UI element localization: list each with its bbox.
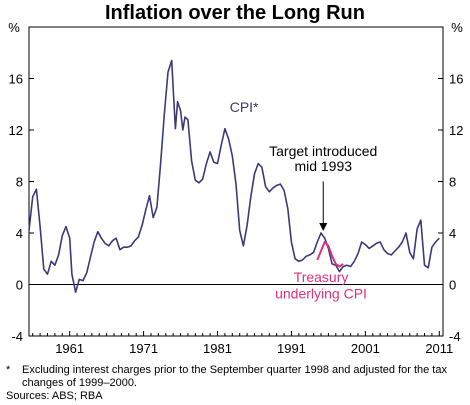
- annotation-treasury-line1: Treasury: [294, 269, 349, 285]
- x-tick-label: 2001: [351, 341, 380, 356]
- treasury-underlying-cpi-line: [316, 241, 344, 268]
- y-axis-label-left: %: [8, 20, 20, 35]
- x-tick-label: 1991: [277, 341, 306, 356]
- annotation-cpi: CPI*: [230, 99, 259, 115]
- chart-title: Inflation over the Long Run: [105, 2, 365, 24]
- footnote-text: Excluding interest charges prior to the …: [22, 364, 447, 389]
- y-tick-label-left: 8: [16, 175, 23, 190]
- y-tick-label-right: 12: [449, 123, 463, 138]
- y-tick-label-right: -4: [449, 329, 461, 344]
- annotation-treasury-line2: underlying CPI: [275, 286, 367, 302]
- x-tick-label: 1961: [55, 341, 84, 356]
- footnote-sources: Sources: ABS; RBA: [6, 390, 103, 402]
- x-tick-label: 1981: [203, 341, 232, 356]
- y-tick-label-right: 8: [449, 175, 456, 190]
- x-tick-label: 2011: [425, 341, 453, 356]
- y-tick-label-left: 12: [9, 123, 23, 138]
- annotation-target-line1: Target introduced: [269, 143, 377, 159]
- y-tick-label-left: 4: [16, 226, 23, 241]
- cpi-series-line: [28, 59, 440, 293]
- y-tick-label-left: -4: [11, 329, 23, 344]
- x-tick-label: 1971: [129, 341, 158, 356]
- y-tick-label-right: 0: [449, 278, 456, 293]
- y-tick-label-left: 16: [9, 72, 23, 87]
- y-axis-label-right: %: [451, 20, 463, 35]
- annotation-target-line2: mid 1993: [294, 158, 352, 174]
- footnote-marker: *: [6, 364, 11, 376]
- annotation-arrowhead: [319, 223, 328, 231]
- y-tick-label-right: 4: [449, 226, 456, 241]
- y-tick-label-right: 16: [449, 72, 463, 87]
- y-tick-label-left: 0: [16, 278, 23, 293]
